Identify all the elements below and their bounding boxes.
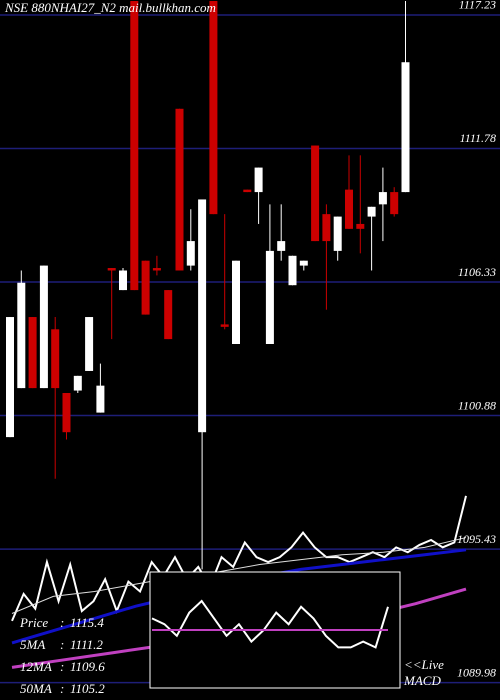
candle-body bbox=[220, 324, 229, 327]
candle-body bbox=[277, 241, 286, 251]
candle-body bbox=[198, 199, 207, 433]
y-tick-label: 1089.98 bbox=[457, 665, 496, 679]
indicator-line bbox=[11, 495, 467, 622]
y-tick-label: 1106.33 bbox=[458, 265, 496, 279]
candle-body bbox=[107, 268, 116, 271]
candle-body bbox=[6, 317, 14, 438]
candle-body bbox=[322, 214, 331, 242]
y-tick-label: 1117.23 bbox=[459, 0, 496, 12]
candle-body bbox=[96, 385, 105, 413]
indicator-line bbox=[11, 537, 467, 614]
y-tick-label: 1095.43 bbox=[457, 532, 496, 546]
chart-title: NSE 880NHAI27_N2 mail.bullkhan.com bbox=[4, 0, 216, 15]
candle-body bbox=[51, 329, 60, 389]
candle-body bbox=[141, 260, 150, 315]
candle-body bbox=[85, 317, 94, 371]
candle-body bbox=[130, 0, 139, 291]
candle-body bbox=[62, 392, 71, 433]
candle-body bbox=[73, 375, 82, 391]
macd-label: <<Live MACD bbox=[403, 657, 447, 688]
candle-body bbox=[39, 265, 48, 389]
candle-body bbox=[356, 223, 365, 229]
macd-line bbox=[151, 599, 389, 649]
legend-label: 12MA bbox=[20, 659, 52, 674]
candle-body bbox=[175, 108, 184, 271]
legend-value: 1115.4 bbox=[70, 615, 104, 630]
legend-sep: : bbox=[60, 681, 64, 696]
legend-sep: : bbox=[60, 637, 64, 652]
legend-sep: : bbox=[60, 615, 64, 630]
candle-body bbox=[243, 189, 252, 193]
candle-body bbox=[333, 216, 342, 251]
legend-label: 50MA bbox=[20, 681, 52, 696]
candle-body bbox=[390, 192, 399, 215]
candle-body bbox=[299, 260, 308, 266]
candle-body bbox=[311, 145, 320, 242]
legend-label: 5MA bbox=[20, 637, 45, 652]
candle-body bbox=[254, 167, 263, 193]
candle-body bbox=[152, 268, 161, 271]
legend-value: 1109.6 bbox=[70, 659, 105, 674]
candle-body bbox=[28, 317, 37, 389]
legend-value: 1111.2 bbox=[70, 637, 103, 652]
y-tick-label: 1111.78 bbox=[460, 131, 496, 145]
candle-body bbox=[186, 241, 195, 266]
candle-body bbox=[345, 189, 353, 229]
candle-body bbox=[378, 192, 387, 205]
legend-sep: : bbox=[60, 659, 64, 674]
candle-body bbox=[265, 250, 274, 344]
candle-body bbox=[209, 0, 218, 215]
candle-body bbox=[119, 270, 127, 291]
candle-body bbox=[288, 255, 297, 286]
legend-label: Price bbox=[19, 615, 48, 630]
candle-body bbox=[367, 206, 376, 217]
legend-value: 1105.2 bbox=[70, 681, 105, 696]
candle-body bbox=[401, 62, 410, 193]
y-tick-label: 1100.88 bbox=[458, 398, 496, 412]
candle-body bbox=[164, 290, 173, 340]
candle-body bbox=[232, 260, 240, 344]
candle-body bbox=[17, 282, 26, 389]
